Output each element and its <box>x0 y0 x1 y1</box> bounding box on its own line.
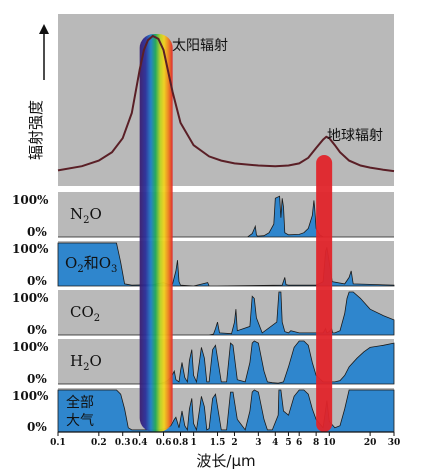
panel-ytick-100: 100% <box>12 291 49 305</box>
radiation-intensity-panel <box>58 14 394 186</box>
x-tick-label: 6 <box>296 438 302 448</box>
panel-bg <box>58 290 394 335</box>
panel-ytick-0: 0% <box>27 274 47 288</box>
panel-4 <box>58 339 395 385</box>
panel-ytick-0: 0% <box>27 372 47 386</box>
panel-ytick-0: 0% <box>27 225 47 239</box>
panel-ytick-0: 0% <box>27 323 47 337</box>
panel-1 <box>58 192 394 238</box>
absorption-area <box>58 340 395 385</box>
x-tick-label: 5 <box>285 438 291 448</box>
highlight-bands <box>139 34 333 432</box>
x-tick-label: 20 <box>364 438 377 448</box>
gas-label: O2和O3 <box>65 254 117 275</box>
panel-ytick-100: 100% <box>12 242 49 256</box>
absorption-area <box>58 195 394 238</box>
x-tick-label: 2 <box>231 438 237 448</box>
radiation-curve <box>57 34 395 173</box>
x-tick-label: 3 <box>255 438 261 448</box>
x-tick-label: 0.3 <box>115 438 131 448</box>
absorption-panels <box>57 192 395 433</box>
panel-5 <box>57 388 395 433</box>
panel-ytick-0: 0% <box>27 420 47 434</box>
visible-light-band <box>139 34 173 432</box>
x-tick-label: 1.5 <box>210 438 226 448</box>
gas-label: H2O <box>70 352 102 373</box>
infrared-window-band <box>316 155 333 432</box>
top-panel-bg <box>58 14 394 186</box>
x-tick-label: 10 <box>323 438 336 448</box>
panel-ytick-100: 100% <box>12 340 49 354</box>
gas-label: N2O <box>70 205 102 226</box>
absorption-area <box>58 291 395 336</box>
x-tick-label: 0.2 <box>91 438 107 448</box>
curve-overlay <box>57 34 395 173</box>
x-tick-label: 0.6 <box>156 438 172 448</box>
x-tick-label: 1 <box>191 438 197 448</box>
x-axis-label: 波长/μm <box>196 452 255 470</box>
panel-bg <box>58 339 394 384</box>
x-tick-label: 0.8 <box>173 438 189 448</box>
top-panel-ylabel: 辐射强度 <box>27 100 45 160</box>
x-tick-label: 4 <box>272 438 278 448</box>
x-axis: 0.1 0.2 0.3 0.4 0.6 0.8 1 1.5 2 3 4 5 6 8 10 20 30 波长/μm <box>50 431 401 470</box>
x-tick-label: 8 <box>313 438 319 448</box>
x-tick-label: 0.4 <box>132 438 148 448</box>
panel-bg <box>58 192 394 237</box>
panel-ytick-100: 100% <box>12 193 49 207</box>
panel-2 <box>57 241 395 287</box>
x-tick-label: 0.1 <box>50 438 66 448</box>
panel-ytick-100: 100% <box>12 389 49 403</box>
gas-label-line1: 全部 <box>66 394 94 411</box>
x-tick-label: 30 <box>388 438 401 448</box>
annotation-solar: 太阳辐射 <box>172 38 228 54</box>
panel-3 <box>58 290 395 336</box>
y-axis-arrow-head <box>39 24 49 34</box>
annotation-terrestrial: 地球辐射 <box>327 128 383 144</box>
gas-label-line2: 大气 <box>66 413 94 429</box>
gas-label: CO2 <box>70 303 100 324</box>
